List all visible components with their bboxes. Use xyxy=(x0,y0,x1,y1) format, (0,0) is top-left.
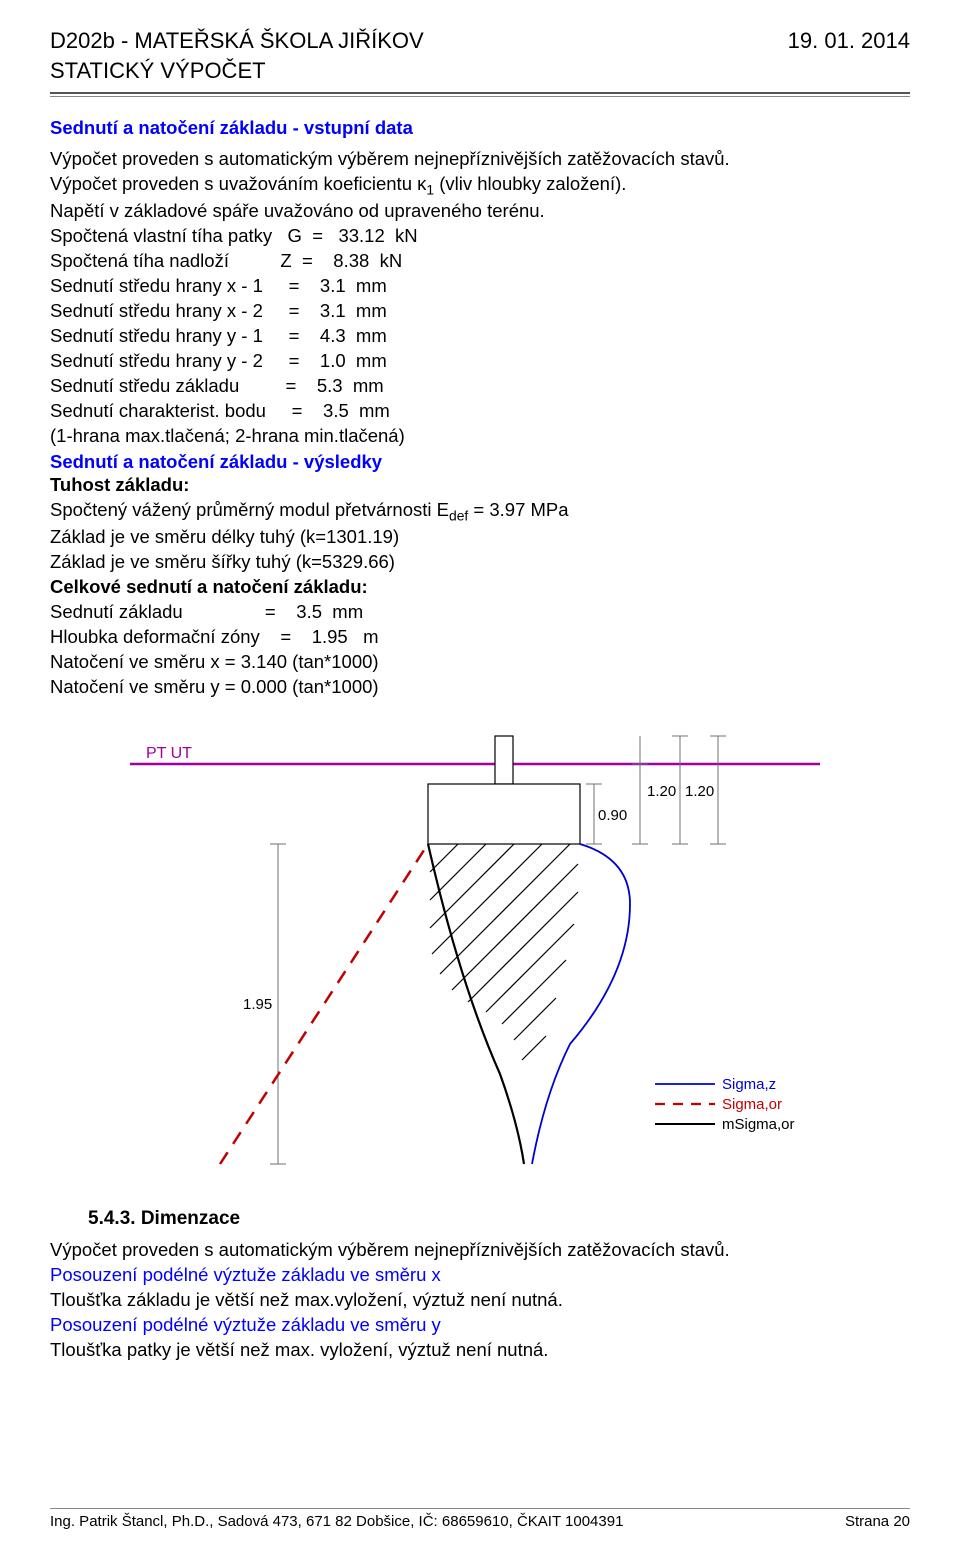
hatch-pattern xyxy=(430,844,578,1060)
dim-120b: 1.20 xyxy=(685,783,714,800)
dim-120a: 1.20 xyxy=(647,783,676,800)
footer-right: Strana 20 xyxy=(845,1513,910,1530)
legend-msigma-or: mSigma,or xyxy=(722,1116,795,1133)
blue-line: Posouzení podélné výztuže základu ve smě… xyxy=(50,1263,910,1288)
value-row: Sednutí středu hrany y - 2 = 1.0 mm xyxy=(50,349,910,374)
value-row: Sednutí středu hrany y - 1 = 4.3 mm xyxy=(50,324,910,349)
doc-subtitle: STATICKÝ VÝPOČET xyxy=(50,58,910,84)
blue-line: Posouzení podélné výztuže základu ve smě… xyxy=(50,1313,910,1338)
subheading: Tuhost základu: xyxy=(50,473,910,498)
header-divider xyxy=(50,92,910,97)
value-row: Hloubka deformační zóny = 1.95 m xyxy=(50,625,910,650)
legend-sigma-z: Sigma,z xyxy=(722,1076,776,1093)
heading-input-data: Sednutí a natočení základu - vstupní dat… xyxy=(50,117,910,139)
text-line: Natočení ve směru y = 0.000 (tan*1000) xyxy=(50,675,910,700)
text-line: Natočení ve směru x = 3.140 (tan*1000) xyxy=(50,650,910,675)
value-row: Spočtená vlastní tíha patky G = 33.12 kN xyxy=(50,224,910,249)
sigma-z-curve xyxy=(532,844,630,1164)
value-row: Spočtená tíha nadloží Z = 8.38 kN xyxy=(50,249,910,274)
text-line: Výpočet proveden s automatickým výběrem … xyxy=(50,147,910,172)
value-row: Sednutí středu hrany x - 2 = 3.1 mm xyxy=(50,299,910,324)
value-row: Sednutí středu hrany x - 1 = 3.1 mm xyxy=(50,274,910,299)
content-dimenzace: Výpočet proveden s automatickým výběrem … xyxy=(50,1238,910,1363)
msigma-or-curve xyxy=(428,844,524,1164)
column xyxy=(495,736,513,784)
dim-195: 1.95 xyxy=(243,996,272,1013)
page-footer: Ing. Patrik Štancl, Ph.D., Sadová 473, 6… xyxy=(50,1508,910,1530)
text-line: Spočtený vážený průměrný modul přetvárno… xyxy=(50,498,910,525)
value-row: Sednutí středu základu = 5.3 mm xyxy=(50,374,910,399)
content-results: Tuhost základu: Spočtený vážený průměrný… xyxy=(50,473,910,700)
doc-date: 19. 01. 2014 xyxy=(788,28,910,54)
dim-depth xyxy=(270,844,286,1164)
footing xyxy=(428,784,580,844)
value-row: Sednutí charakterist. bodu = 3.5 mm xyxy=(50,399,910,424)
text-line: Tloušťka základu je větší než max.vylože… xyxy=(50,1288,910,1313)
text-line: Výpočet proveden s automatickým výběrem … xyxy=(50,1238,910,1263)
content-input-data: Výpočet proveden s automatickým výběrem … xyxy=(50,147,910,449)
dim-090: 0.90 xyxy=(598,807,627,824)
text-line: (1-hrana max.tlačená; 2-hrana min.tlačen… xyxy=(50,424,910,449)
legend-sigma-or: Sigma,or xyxy=(722,1096,782,1113)
settlement-diagram: PT UT 0.90 1.20 1.20 1.95 xyxy=(100,724,860,1184)
text-line: Základ je ve směru šířky tuhý (k=5329.66… xyxy=(50,550,910,575)
value-row: Sednutí základu = 3.5 mm xyxy=(50,600,910,625)
doc-title: D202b - MATEŘSKÁ ŠKOLA JIŘÍKOV xyxy=(50,28,424,54)
pt-ut-label: PT UT xyxy=(146,745,192,762)
text-line: Napětí v základové spáře uvažováno od up… xyxy=(50,199,910,224)
section-dimenzace-heading: 5.4.3. Dimenzace xyxy=(88,1208,910,1230)
text-line: Výpočet proveden s uvažováním koeficient… xyxy=(50,172,910,199)
page-header: D202b - MATEŘSKÁ ŠKOLA JIŘÍKOV 19. 01. 2… xyxy=(50,28,910,54)
text-line: Tloušťka patky je větší než max. vyložen… xyxy=(50,1338,910,1363)
text-line: Základ je ve směru délky tuhý (k=1301.19… xyxy=(50,525,910,550)
footer-left: Ing. Patrik Štancl, Ph.D., Sadová 473, 6… xyxy=(50,1513,623,1530)
subheading: Celkové sednutí a natočení základu: xyxy=(50,575,910,600)
heading-results: Sednutí a natočení základu - výsledky xyxy=(50,451,910,473)
legend: Sigma,z Sigma,or mSigma,or xyxy=(655,1076,795,1133)
